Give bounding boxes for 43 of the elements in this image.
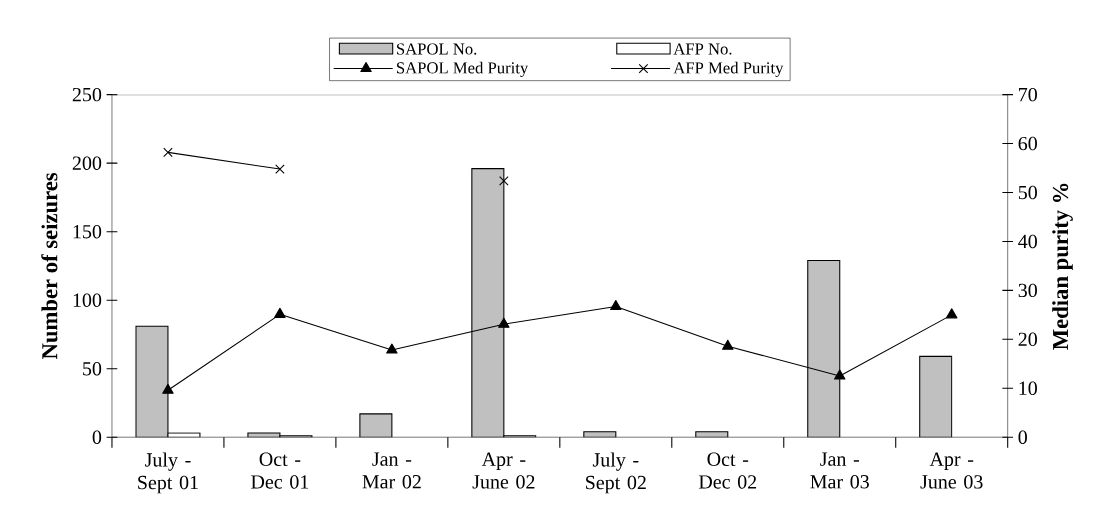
point xyxy=(386,343,398,354)
point xyxy=(275,164,285,174)
point xyxy=(498,317,510,328)
x-tick-label: July - Sept 01 xyxy=(138,452,198,494)
x-tick-label: Apr - June 02 xyxy=(472,452,535,489)
bar xyxy=(471,168,505,438)
y2-tick-label: 20 xyxy=(1018,332,1037,346)
y-axis-title: Number of seizures xyxy=(41,172,58,359)
point xyxy=(834,369,846,380)
x-tick-label: Oct - Dec 02 xyxy=(698,452,757,489)
x-tick-label: Oct - Dec 01 xyxy=(251,452,309,489)
legend-label: SAPOL Med Purity xyxy=(397,61,529,77)
x-tick-label: July - Sept 02 xyxy=(586,452,646,494)
y2-tick-label: 10 xyxy=(1019,381,1037,395)
point xyxy=(945,308,958,319)
bar xyxy=(135,325,169,438)
legend-label: AFP Med Purity xyxy=(673,61,784,77)
point xyxy=(610,299,622,310)
point xyxy=(499,175,509,186)
x-tick-label: Jan - Mar 03 xyxy=(810,452,869,489)
y2-tick-label: 50 xyxy=(1018,185,1037,200)
point xyxy=(163,147,173,158)
y2-tick-label: 70 xyxy=(1019,87,1037,102)
y-tick-label: 250 xyxy=(72,87,102,102)
legend-label: AFP No. xyxy=(673,43,732,55)
y-tick-label: 150 xyxy=(73,224,102,239)
y-tick-label: 0 xyxy=(92,430,102,444)
x-tick-label: Apr - June 03 xyxy=(920,452,983,489)
y2-axis-title: Median purity % xyxy=(1052,183,1073,350)
point xyxy=(274,307,286,318)
y-tick-label: 100 xyxy=(73,293,102,307)
y2-tick-label: 30 xyxy=(1018,283,1037,298)
y2-tick-label: 40 xyxy=(1018,234,1037,249)
x-tick-label: Jan - Mar 02 xyxy=(362,452,421,489)
y2-tick-label: 60 xyxy=(1018,136,1037,151)
y2-tick-label: 0 xyxy=(1018,430,1027,444)
bar xyxy=(807,259,841,438)
legend-label: SAPOL No. xyxy=(397,43,477,55)
point xyxy=(162,383,174,394)
point xyxy=(722,339,734,350)
y-tick-label: 50 xyxy=(83,361,102,376)
y-tick-label: 200 xyxy=(72,156,102,170)
bar xyxy=(919,355,953,438)
